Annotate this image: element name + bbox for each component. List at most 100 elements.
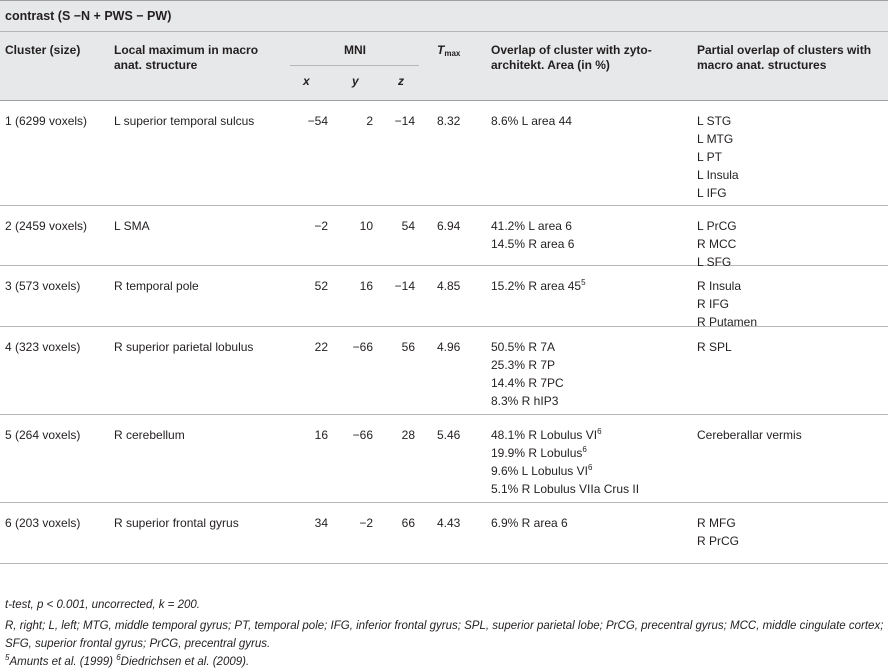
overlap-text: 19.9% R Lobulus — [491, 446, 583, 460]
cell-z: 28 — [401, 428, 415, 442]
partial-line: R MFG — [697, 516, 736, 530]
overlap-line: 41.2% L area 6 — [491, 217, 574, 235]
partial-line: Cereberallar vermis — [697, 428, 802, 442]
cell-z: 66 — [401, 516, 415, 530]
partial-line: L IFG — [697, 186, 727, 200]
ref6-mark: 6 — [116, 653, 121, 662]
header-tmax: Tmax — [437, 43, 460, 61]
overlap-text: 9.6% L Lobulus VI — [491, 464, 588, 478]
cell-overlap: 50.5% R 7A 25.3% R 7P 14.4% R 7PC 8.3% R hI… — [491, 338, 564, 410]
cell-cluster: 2 (2459 voxels) — [5, 219, 88, 233]
cell-tmax: 8.32 — [437, 114, 461, 128]
table-row: 1 (6299 voxels) L superior temporal sulcu… — [0, 101, 888, 206]
overlap-text: 50.5% R 7A — [491, 340, 556, 354]
cell-tmax: 4.96 — [437, 340, 461, 354]
cell-tmax: 6.94 — [437, 219, 461, 233]
table-row: 4 (323 voxels) R superior parietal lobulu… — [0, 327, 888, 415]
cell-cluster: 4 (323 voxels) — [5, 340, 81, 354]
cell-cluster: 5 (264 voxels) — [5, 428, 81, 442]
cell-partial: R MFG R PrCG — [697, 514, 739, 550]
cell-x: 34 — [314, 516, 328, 530]
overlap-line: 19.9% R Lobulus6 — [491, 444, 639, 462]
cell-local-max: L superior temporal sulcus — [114, 114, 255, 128]
cell-y: −66 — [352, 340, 373, 354]
overlap-line: 14.5% R area 6 — [491, 235, 574, 253]
overlap-text: 41.2% L area 6 — [491, 219, 572, 233]
overlap-text: 14.5% R area 6 — [491, 237, 575, 251]
partial-line: L PrCG — [697, 219, 737, 233]
overlap-footnote-mark: 6 — [597, 427, 602, 436]
partial-line: R Putamen — [697, 315, 758, 329]
header-y: y — [352, 74, 359, 88]
partial-line: R Insula — [697, 279, 742, 293]
cell-z: 56 — [401, 340, 415, 354]
cell-overlap: 15.2% R area 455 — [491, 277, 586, 295]
cell-y: −2 — [359, 516, 373, 530]
cell-partial: L PrCG R MCC L SFG — [697, 217, 737, 271]
overlap-line: 8.6% L area 44 — [491, 112, 572, 130]
cell-z: −14 — [394, 279, 415, 293]
table-row: 5 (264 voxels) R cerebellum 16 −66 28 5.46 48.… — [0, 415, 888, 503]
overlap-line: 6.9% R area 6 — [491, 514, 568, 532]
cell-x: 16 — [314, 428, 328, 442]
header-tmax-sub: max — [444, 49, 461, 58]
cell-tmax: 5.46 — [437, 428, 461, 442]
ref6-text: Diedrichsen et al. (2009). — [120, 656, 250, 668]
cell-partial: Cereberallar vermis — [697, 426, 802, 444]
partial-line: L Insula — [697, 168, 739, 182]
overlap-text: 5.1% R Lobulus VIIa Crus II — [491, 482, 640, 496]
partial-line: R IFG — [697, 297, 729, 311]
cell-tmax: 4.43 — [437, 516, 461, 530]
overlap-line: 5.1% R Lobulus VIIa Crus II — [491, 480, 639, 498]
overlap-line: 25.3% R 7P — [491, 356, 564, 374]
partial-line: R MCC — [697, 237, 737, 251]
cell-tmax: 4.85 — [437, 279, 461, 293]
overlap-line: 15.2% R area 455 — [491, 277, 586, 295]
header-cluster: Cluster (size) — [5, 43, 81, 57]
partial-line: L PT — [697, 150, 722, 164]
overlap-line: 48.1% R Lobulus VI6 — [491, 426, 639, 444]
overlap-footnote-mark: 5 — [581, 278, 586, 287]
results-table: contrast (S −N + PWS − PW) Cluster (size… — [0, 0, 888, 564]
cell-overlap: 6.9% R area 6 — [491, 514, 568, 532]
overlap-line: 9.6% L Lobulus VI6 — [491, 462, 639, 480]
cell-cluster: 3 (573 voxels) — [5, 279, 81, 293]
cell-overlap: 8.6% L area 44 — [491, 112, 572, 130]
partial-line: L MTG — [697, 132, 734, 146]
partial-line: L SFG — [697, 255, 732, 269]
header-overlap: Overlap of cluster with zyto-architekt. … — [491, 43, 652, 72]
header-x: x — [303, 74, 310, 88]
table-row: 2 (2459 voxels) L SMA −2 10 54 6.94 41.2% L ar… — [0, 206, 888, 269]
overlap-text: 14.4% R 7PC — [491, 376, 564, 390]
partial-line: R SPL — [697, 340, 732, 354]
overlap-text: 8.6% L area 44 — [491, 114, 572, 128]
cell-local-max: L SMA — [114, 219, 150, 233]
partial-line: L STG — [697, 114, 732, 128]
overlap-footnote-mark: 6 — [587, 463, 593, 472]
cell-y: −66 — [352, 428, 373, 442]
table-row: 6 (203 voxels) R superior frontal gyrus 34… — [0, 503, 888, 564]
cell-overlap: 41.2% L area 6 14.5% R area 6 — [491, 217, 574, 253]
cell-local-max: R superior parietal lobulus — [114, 340, 254, 354]
cell-x: −2 — [314, 219, 328, 233]
overlap-footnote-mark: 6 — [582, 445, 587, 454]
cell-y: 10 — [359, 219, 373, 233]
cell-local-max: R temporal pole — [114, 279, 199, 293]
cell-y: 16 — [359, 279, 373, 293]
cell-partial: L STG L MTG L PT L Insula L IFG — [697, 112, 739, 202]
table-body: 1 (6299 voxels) L superior temporal sulcu… — [0, 101, 888, 564]
overlap-line: 50.5% R 7A — [491, 338, 564, 356]
cell-cluster: 6 (203 voxels) — [5, 516, 81, 530]
overlap-text: 15.2% R area 45 — [491, 279, 582, 293]
header-tmax-t: T — [437, 43, 445, 57]
header-mni: MNI — [344, 43, 366, 57]
overlap-line: 8.3% R hIP3 — [491, 392, 564, 410]
footnote-references: 5Amunts et al. (1999) 6Diedrichsen et al… — [5, 653, 885, 671]
cell-local-max: R cerebellum — [114, 428, 185, 442]
header-partial: Partial overlap of clusters with macro a… — [697, 43, 872, 72]
footnote-abbreviations: R, right; L, left; MTG, middle temporal … — [5, 620, 884, 650]
table-row: 3 (573 voxels) R temporal pole 52 16 −14 4.85… — [0, 266, 888, 329]
cell-partial: R Insula R IFG R Putamen — [697, 277, 757, 331]
partial-line: R PrCG — [697, 534, 739, 548]
cell-local-max: R superior frontal gyrus — [114, 516, 239, 530]
